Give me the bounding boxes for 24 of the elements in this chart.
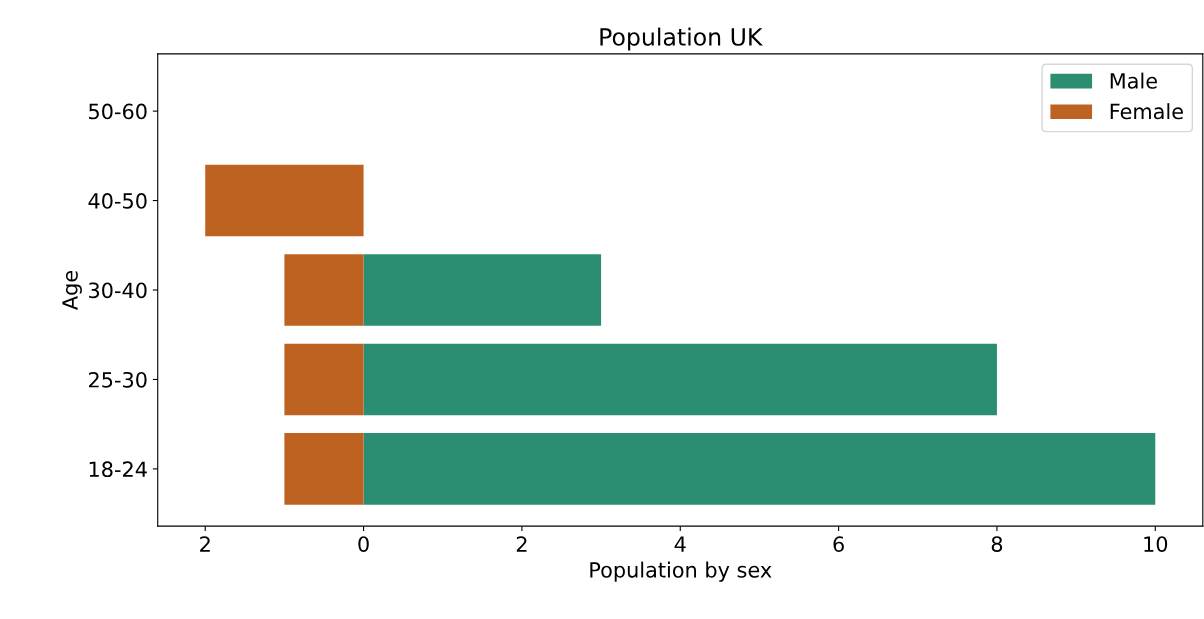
x-tick-label: 2 — [200, 536, 210, 552]
legend-label: Male — [1110, 72, 1157, 89]
x-tick-label: 2 — [516, 536, 527, 552]
y-tick-label: 30-40 — [89, 282, 147, 299]
x-tick-label: 8 — [991, 536, 1003, 552]
x-tick-label: 6 — [833, 536, 844, 552]
bar — [284, 343, 364, 416]
x-tick-label: 4 — [674, 536, 686, 552]
bar — [363, 343, 997, 416]
y-tick-label: 25-30 — [88, 371, 147, 388]
chart-title: Population UK — [600, 27, 763, 51]
bar — [205, 164, 364, 237]
legend-label: Female — [1110, 103, 1183, 120]
x-tick-label: 10 — [1144, 536, 1168, 552]
x-tick-label: 0 — [358, 536, 369, 552]
y-tick-label: 40-50 — [88, 193, 147, 209]
y-tick-label: 18-24 — [89, 461, 147, 478]
y-axis-title: Age — [62, 270, 82, 310]
bar — [363, 433, 1156, 505]
bar — [284, 254, 364, 326]
x-axis-title: Population by sex — [590, 561, 772, 582]
bar — [363, 254, 602, 326]
y-tick-label: 50-60 — [89, 103, 147, 120]
bar — [284, 433, 364, 505]
